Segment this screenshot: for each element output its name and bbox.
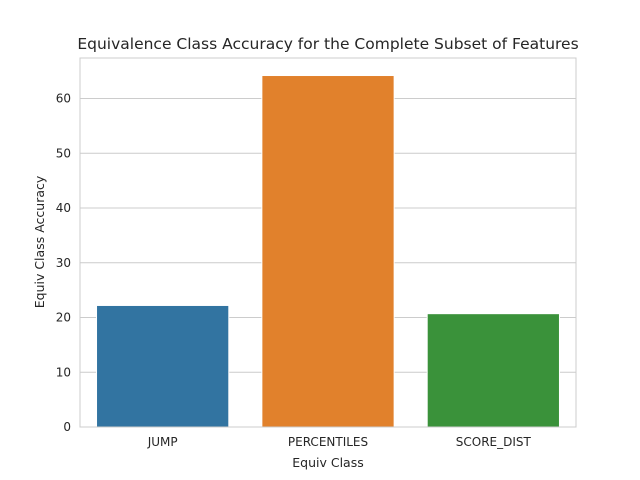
chart-title: Equivalence Class Accuracy for the Compl…: [77, 35, 578, 53]
bar-jump: [96, 304, 230, 428]
x-tick-label: PERCENTILES: [288, 435, 368, 449]
y-tick-label: 50: [56, 146, 71, 160]
y-tick-label: 60: [56, 92, 71, 106]
x-tick-label: JUMP: [147, 435, 178, 449]
y-tick-labels: 0 10 20 30 40 50 60: [56, 92, 71, 434]
y-tick-label: 20: [56, 311, 71, 325]
x-tick-labels: JUMP PERCENTILES SCORE_DIST: [147, 435, 532, 449]
y-axis-label: Equiv Class Accuracy: [32, 175, 47, 308]
plot-frame: [79, 57, 577, 428]
y-tick-label: 0: [63, 420, 71, 434]
y-tick-label: 10: [56, 365, 71, 379]
y-tick-label: 30: [56, 256, 71, 270]
x-tick-label: SCORE_DIST: [456, 435, 532, 449]
bar-percentiles: [261, 75, 395, 428]
plot-border: [79, 57, 577, 428]
y-tick-label: 40: [56, 201, 71, 215]
bar-score-dist: [426, 313, 560, 428]
x-axis-label: Equiv Class: [292, 455, 363, 470]
